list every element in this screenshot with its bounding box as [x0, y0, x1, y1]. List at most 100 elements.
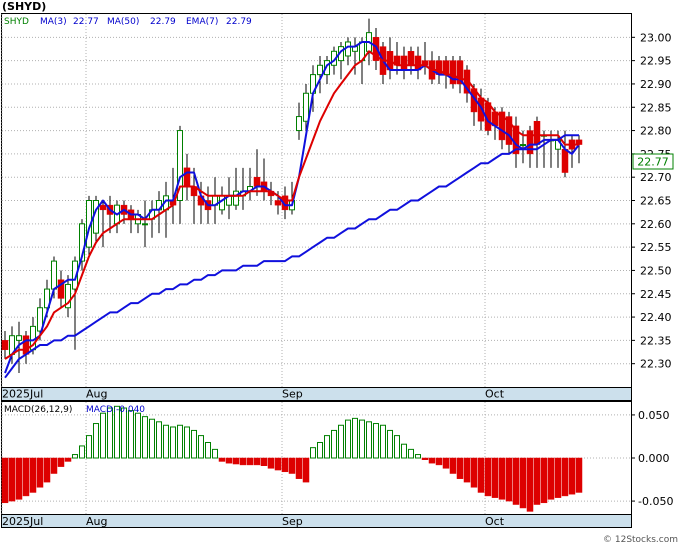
- candle-body-down: [183, 167, 191, 187]
- candle-body-up: [296, 116, 302, 132]
- candle: [142, 200, 148, 248]
- macd-bar-positive: [366, 421, 372, 459]
- macd-x-label: Aug: [86, 515, 107, 528]
- macd-bar-positive: [79, 445, 85, 459]
- macd-bar-positive: [310, 447, 316, 459]
- legend-ma3-name: MA(3): [40, 17, 67, 27]
- price-tick-label: 22.40: [640, 311, 672, 324]
- candle-body-up: [324, 60, 330, 76]
- macd-bar-negative: [50, 457, 58, 474]
- macd-bar-negative: [15, 457, 23, 500]
- candle: [72, 256, 78, 350]
- macd-bar-negative: [519, 457, 527, 509]
- macd-bar-negative: [22, 457, 30, 497]
- price-tick-label: 22.70: [640, 171, 672, 184]
- candle: [1, 331, 9, 360]
- macd-bar-negative: [267, 457, 275, 469]
- macd-bar-negative: [253, 457, 261, 466]
- macd-bar-positive: [324, 435, 330, 459]
- candle: [177, 125, 183, 224]
- moving-average-lines: [4, 41, 580, 379]
- candle: [296, 102, 302, 140]
- macd-bar-negative: [428, 457, 436, 464]
- candle-body-up: [65, 283, 71, 309]
- candle-body-down: [253, 176, 261, 187]
- macd-bar-negative: [57, 457, 65, 467]
- macd-bar-negative: [512, 457, 520, 505]
- price-tick-label: 22.35: [640, 334, 672, 347]
- macd-bar-negative: [463, 457, 471, 483]
- candle-body-down: [498, 111, 506, 141]
- macd-bar-negative: [421, 457, 429, 460]
- candle-body-down: [463, 69, 471, 94]
- series-line-ma50: [4, 134, 579, 379]
- candle-body-down: [533, 120, 541, 145]
- macd-bar-positive: [86, 435, 92, 459]
- macd-bar-negative: [477, 457, 485, 493]
- macd-bar-negative: [554, 457, 562, 498]
- candle-body-down: [407, 51, 415, 66]
- macd-bar-negative: [540, 457, 548, 504]
- macd-bar-positive: [93, 423, 99, 459]
- macd-bar-positive: [121, 407, 127, 459]
- macd-bar-negative: [442, 457, 450, 469]
- macd-legend-name: MACD(26,12,9): [4, 405, 72, 415]
- price-x-label: Aug: [86, 388, 107, 401]
- macd-bar-negative: [575, 457, 583, 493]
- price-tick-label: 22.95: [640, 55, 672, 68]
- candle: [324, 55, 330, 84]
- candle: [449, 55, 457, 89]
- macd-bar-positive: [317, 441, 323, 459]
- last-price-tag: 22.77: [632, 153, 674, 170]
- macd-bar-negative: [274, 457, 282, 471]
- price-date-strip: [1, 387, 632, 401]
- macd-bar-negative: [302, 457, 310, 483]
- macd-bar-negative: [1, 457, 9, 504]
- macd-bar-negative: [484, 457, 492, 497]
- candle-body-down: [99, 204, 107, 211]
- macd-bar-negative: [435, 457, 443, 466]
- macd-bar-positive: [345, 419, 351, 459]
- macd-y-axis: 0.050 0.000 -0.050: [631, 409, 673, 508]
- macd-bar-positive: [170, 426, 176, 459]
- candle-body-up: [142, 223, 148, 226]
- candle-body-down: [57, 279, 65, 299]
- candle-body-up: [16, 335, 22, 341]
- price-tick-label: 22.50: [640, 264, 672, 277]
- candle-body-up: [37, 307, 43, 332]
- last-price-label: 22.77: [637, 156, 669, 169]
- macd-bar-negative: [246, 457, 254, 466]
- macd-bar-negative: [218, 457, 226, 462]
- legend-ma50-value: 22.79: [150, 17, 176, 27]
- candle-body-up: [72, 260, 78, 290]
- price-tick-label: 22.80: [640, 125, 672, 138]
- macd-bar-negative: [260, 457, 268, 467]
- macd-bar-positive: [401, 443, 407, 459]
- candle-body-up: [520, 144, 526, 147]
- symbol-title: (SHYD): [2, 0, 46, 13]
- price-tick-label: 22.60: [640, 218, 672, 231]
- candle-body-up: [233, 190, 239, 206]
- legend-ema7-name: EMA(7): [186, 17, 218, 27]
- price-legend: SHYD MA(3) 22.77 MA(50) 22.79 EMA(7) 22.…: [4, 17, 252, 27]
- candle-body-up: [51, 260, 57, 290]
- candle: [526, 125, 534, 168]
- macd-bar-positive: [142, 416, 148, 459]
- candle: [233, 167, 239, 210]
- candle-body-up: [44, 288, 50, 309]
- macd-bar-positive: [191, 429, 197, 459]
- macd-bar-negative: [64, 457, 72, 462]
- price-y-axis: 23.0022.9522.9022.8522.8022.7522.7022.65…: [631, 31, 672, 371]
- macd-bar-positive: [394, 435, 400, 459]
- candle-body-down: [1, 340, 9, 350]
- macd-bar-negative: [533, 457, 541, 505]
- macd-bar-positive: [177, 424, 183, 459]
- macd-bar-negative: [43, 457, 51, 483]
- candle-body-down: [526, 130, 534, 155]
- macd-bar-positive: [149, 418, 155, 459]
- candle-body-down: [372, 37, 380, 61]
- macd-bar-positive: [359, 419, 365, 459]
- macd-legend: MACD(26,12,9) MACD:-0.040: [4, 405, 145, 415]
